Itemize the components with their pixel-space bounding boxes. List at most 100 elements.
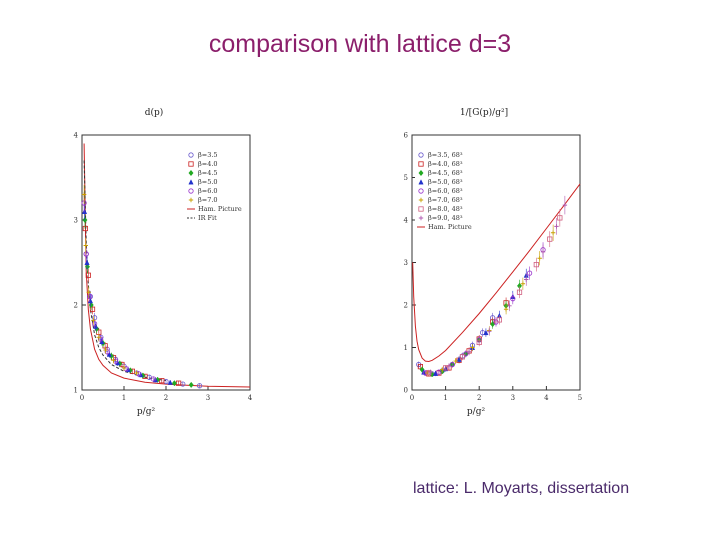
chart1-point [134, 370, 139, 376]
chart2-point [470, 345, 475, 350]
chart1-point [88, 301, 94, 309]
chart1-point [104, 349, 110, 355]
chart2-x-tick-label: 3 [511, 394, 515, 402]
chart2-x-tick-label: 2 [477, 394, 481, 402]
chart1-line-2 [83, 160, 167, 382]
chart2-legend-marker [418, 206, 424, 212]
chart1-legend-label: IR Fit [198, 214, 217, 222]
chart1-point [86, 293, 93, 300]
chart1-legend-label: β=6.0 [198, 187, 218, 195]
chart1-point [91, 321, 98, 327]
chart1-y-axis-label: d(p) [145, 107, 164, 118]
chart2-point [466, 349, 472, 354]
chart1-point [83, 251, 89, 257]
chart2-point [516, 289, 523, 295]
chart1-y-tick-label: 2 [74, 302, 78, 310]
chart1-point [82, 216, 88, 224]
chart2-x-tick-label: 0 [410, 394, 414, 402]
chart1-point [150, 376, 157, 382]
chart1-x-tick-label: 0 [80, 394, 84, 402]
chart1-legend-marker [188, 188, 194, 194]
chart1-x-axis-label: p/g² [137, 407, 156, 417]
chart1-legend-marker [188, 179, 194, 185]
chart2-point [503, 307, 509, 312]
chart2-point [496, 317, 502, 323]
chart1-legend-label: β=5.0 [198, 178, 218, 186]
chart1-point [97, 336, 104, 342]
chart2-point [562, 202, 568, 208]
chart2-legend-label: β=4.5, 68³ [428, 169, 463, 177]
chart2-line-1 [412, 183, 581, 363]
chart1-legend-label: β=7.0 [198, 196, 218, 204]
chart2-legend-label: β=3.5, 68³ [428, 151, 463, 159]
chart1-point [188, 381, 194, 388]
chart2-legend-label: β=5.0, 68³ [428, 178, 463, 186]
chart1-point [82, 225, 88, 232]
chart2-y-axis-label: 1/[G(p)/g²] [460, 107, 508, 118]
chart1-point [86, 290, 91, 295]
chart1-point [197, 383, 203, 389]
chart1-point [83, 243, 88, 248]
chart2-legend-label: Ham. Picture [428, 223, 472, 231]
chart2-point [443, 365, 449, 371]
citation-credit: lattice: L. Moyarts, dissertation [413, 480, 630, 497]
chart1-point [103, 347, 108, 353]
chart2-point [533, 262, 539, 268]
chart2-x-tick-label: 1 [443, 394, 447, 402]
chart1-legend-label: Ham. Picture [198, 205, 242, 213]
chart1-point [84, 259, 90, 265]
slide-title: comparison with lattice d=3 [208, 30, 512, 58]
chart1-y-tick-label: 4 [74, 132, 79, 140]
chart2-y-tick-label: 0 [404, 387, 408, 395]
chart2-point [507, 303, 512, 309]
chart2-legend-label: β=7.0, 68³ [428, 196, 463, 204]
chart1-point [81, 192, 87, 197]
chart2-legend-marker [418, 197, 424, 203]
chart2-y-tick-label: 5 [404, 174, 408, 182]
chart1-point [84, 263, 90, 270]
chart2-point [510, 296, 516, 302]
chart2-legend-marker [418, 179, 424, 185]
chart1-point [167, 379, 173, 385]
chart2-point [449, 361, 455, 368]
chart1-y-tick-label: 1 [74, 387, 78, 395]
chart1-legend-label: β=4.0 [198, 160, 218, 168]
chart1-point [96, 335, 101, 340]
chart2-point [524, 277, 529, 282]
chart1-point [91, 318, 96, 323]
chart1-point [159, 378, 165, 384]
chart1-line-1 [83, 143, 251, 388]
chart2-point [483, 329, 489, 336]
chart1-legend-label: β=3.5 [198, 151, 218, 159]
chart2-point [428, 369, 433, 375]
chart2-point [459, 354, 465, 360]
chart1-legend-marker [188, 169, 194, 177]
chart2-point [463, 351, 469, 357]
chart2-legend-marker [418, 188, 424, 194]
chart2-y-tick-label: 4 [404, 217, 409, 225]
chart2-point [527, 270, 533, 276]
chart2-legend-label: β=4.0, 68³ [428, 160, 463, 168]
chart2-y-tick-label: 3 [404, 259, 408, 267]
chart1-point [87, 297, 94, 304]
chart2-point [540, 249, 546, 255]
chart1-point [121, 365, 127, 371]
chart1-x-tick-label: 3 [206, 394, 210, 402]
chart2-point [557, 215, 563, 221]
chart2-point [446, 364, 452, 369]
chart2-legend-marker [418, 161, 424, 167]
chart-d-of-p: 0 1 2 3 41234p/g²d(p)β=3.5β=4.0β=4.5β=5.0β=6… [74, 107, 253, 417]
chart1-x-tick-label: 1 [122, 394, 126, 402]
chart1-legend-marker [188, 161, 194, 167]
chart1-legend-marker [188, 152, 194, 158]
chart2-legend-marker [418, 215, 424, 221]
chart1-point [89, 306, 96, 312]
chart1-legend-box [185, 149, 245, 225]
chart1-x-tick-label: 4 [248, 394, 253, 402]
chart2-legend-marker [418, 152, 424, 158]
chart2-y-tick-label: 1 [404, 344, 408, 352]
chart2-x-axis-label: p/g² [467, 407, 486, 417]
chart2-point [537, 256, 542, 261]
chart1-point [106, 351, 112, 357]
